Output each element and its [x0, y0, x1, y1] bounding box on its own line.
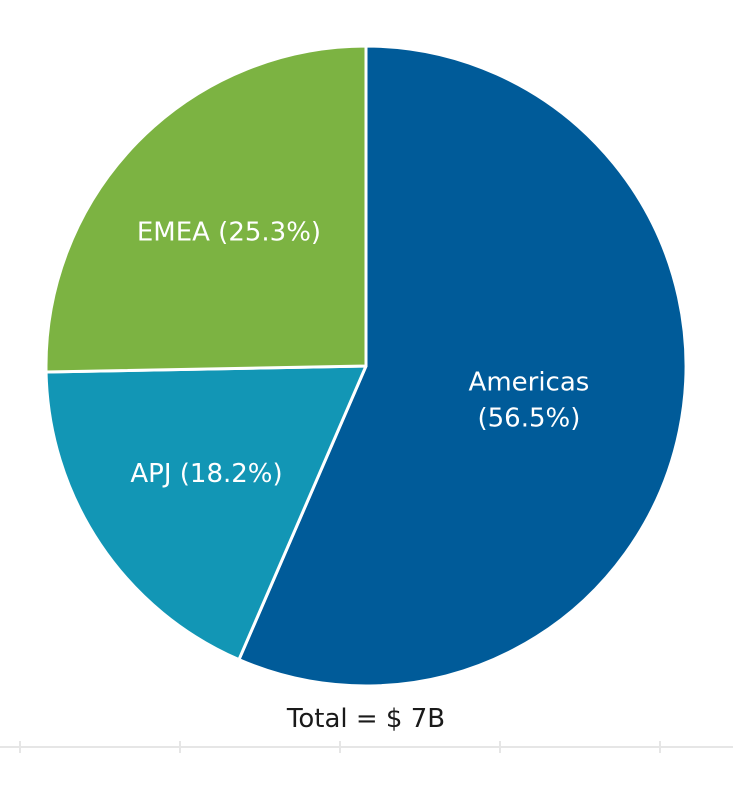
- pie-slices: [44, 44, 688, 688]
- pie-label-americas-line-1: Americas: [469, 368, 590, 398]
- pie-slice-emea: [44, 44, 368, 374]
- pie-labels: Americas (56.5%) APJ (18.2%) EMEA (25.3%): [130, 218, 589, 489]
- pie-label-apj: APJ (18.2%): [130, 459, 282, 489]
- pie-slice-americas: [237, 44, 688, 688]
- pie-slice-apj: [44, 364, 368, 662]
- baseline-ticks: [19, 741, 661, 753]
- pie-label-americas-line-2: (56.5%): [477, 404, 580, 434]
- pie-label-emea: EMEA (25.3%): [137, 218, 321, 248]
- total-label: Total = $ 7B: [286, 704, 445, 734]
